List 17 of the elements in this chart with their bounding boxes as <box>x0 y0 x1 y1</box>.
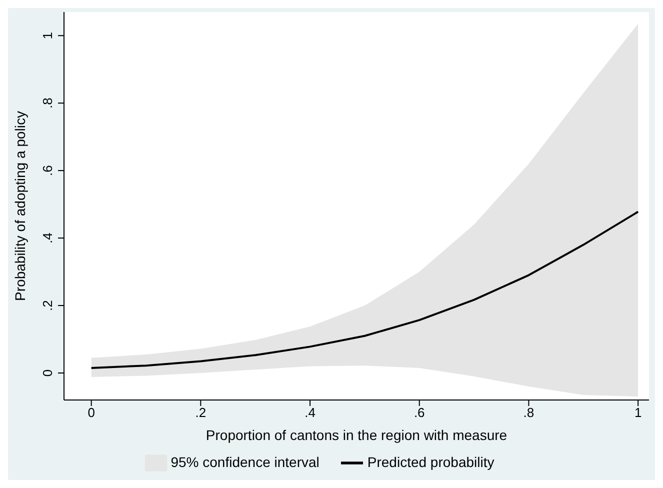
x-tick-label: 0 <box>88 405 95 420</box>
legend-label: Predicted probability <box>367 454 494 470</box>
line-series <box>90 210 640 369</box>
x-tick-label: .6 <box>414 405 425 420</box>
x-tick-label: .8 <box>523 405 534 420</box>
y-tick-label: 1 <box>40 32 55 40</box>
legend-label: 95% confidence interval <box>170 454 320 470</box>
y-axis-title: Probability of adopting a policy <box>12 111 28 301</box>
y-tick-label: .2 <box>40 300 55 311</box>
y-tick-label: .6 <box>40 165 55 176</box>
y-tick-label: 0 <box>40 369 55 377</box>
x-tick-label: 1 <box>634 405 642 420</box>
y-tick-label: .8 <box>40 98 55 109</box>
x-axis-title: Proportion of cantons in the region with measure <box>206 427 508 443</box>
x-tick-label: .2 <box>195 405 206 420</box>
x-tick-label: .4 <box>304 405 316 420</box>
y-tick-label: .4 <box>40 232 55 244</box>
